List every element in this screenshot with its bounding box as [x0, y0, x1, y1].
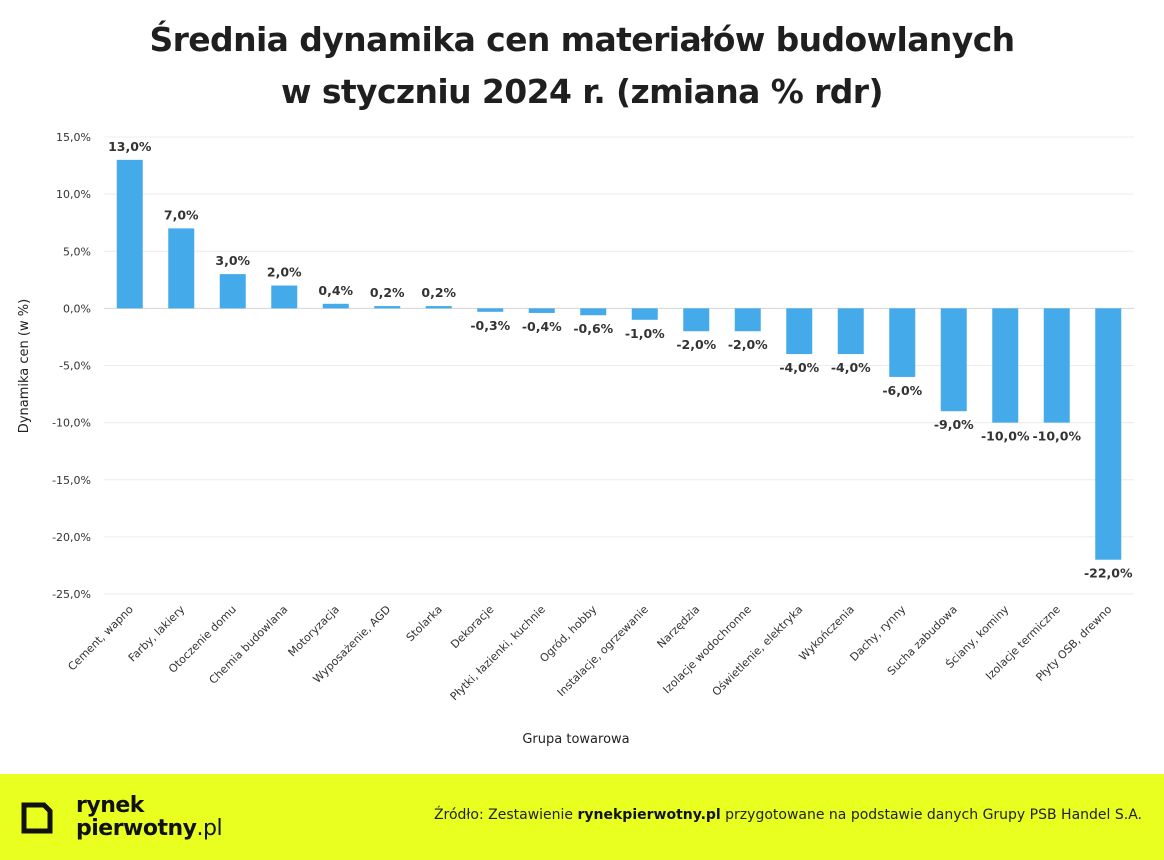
y-tick-label: 15,0%	[56, 131, 91, 144]
value-label: 0,2%	[370, 285, 405, 300]
x-tick-label: Instalacje, ogrzewanie	[555, 603, 651, 699]
footer-bar: rynek pierwotny.pl Źródło: Zestawienie r…	[0, 774, 1164, 860]
bar	[1043, 308, 1070, 423]
bar	[631, 308, 658, 320]
bar	[940, 308, 967, 412]
value-label: 0,4%	[318, 283, 353, 298]
x-tick-label: Dekoracje	[448, 603, 496, 651]
bar	[322, 303, 349, 309]
value-label: -22,0%	[1084, 566, 1133, 581]
bar	[477, 308, 504, 312]
value-label: -0,4%	[522, 319, 562, 334]
value-label: -2,0%	[676, 337, 716, 352]
bar	[580, 308, 607, 316]
x-tick-label: Motoryzacja	[286, 603, 342, 659]
value-label: 7,0%	[164, 207, 199, 222]
x-tick-label: Płytki, łazienki, kuchnie	[448, 603, 548, 703]
rynekpierwotny-logo-icon	[21, 802, 53, 834]
chart-title: Średnia dynamika cen materiałów budowlan…	[0, 14, 1164, 118]
x-tick-label: Cement, wapno	[65, 603, 136, 674]
x-tick-label: Narzędzia	[655, 603, 703, 651]
bar	[734, 308, 761, 332]
logo-line-2: pierwotny.pl	[76, 816, 223, 841]
chart-title-line-2: w styczniu 2024 r. (zmiana % rdr)	[281, 72, 884, 111]
bar	[889, 308, 916, 377]
x-tick-label: Izolacje wodochronne	[660, 603, 754, 697]
source-note: Źródło: Zestawienie rynekpierwotny.pl pr…	[434, 807, 1142, 823]
x-tick-label: Stolarka	[404, 603, 445, 644]
bar	[1095, 308, 1122, 560]
x-tick-label: Oświetlenie, elektryka	[710, 603, 806, 699]
y-tick-label: -25,0%	[52, 588, 91, 601]
value-label: -10,0%	[1032, 429, 1081, 444]
bar	[374, 306, 401, 309]
rynekpierwotny-logo: rynek pierwotny.pl	[76, 793, 223, 841]
value-label: -1,0%	[625, 326, 665, 341]
y-tick-label: 0,0%	[63, 302, 91, 315]
value-label: -9,0%	[934, 417, 974, 432]
bar	[425, 306, 452, 309]
value-label: 2,0%	[267, 265, 302, 280]
bar	[837, 308, 864, 355]
value-label: -6,0%	[882, 383, 922, 398]
logo-line-2-bold: pierwotny	[76, 816, 197, 841]
y-tick-label: -5,0%	[59, 360, 91, 373]
source-brand: rynekpierwotny.pl	[577, 807, 721, 823]
y-axis-ticks: 15,0% 10,0% 5,0% 0,0% -5,0% -10,0% -15,0% -20,0…	[52, 131, 91, 601]
bar	[786, 308, 813, 355]
y-tick-label: 5,0%	[63, 245, 91, 258]
bar	[219, 274, 246, 309]
logo-line-2-suffix: .pl	[196, 816, 223, 841]
y-axis-label: Dynamika cen (w %)	[17, 299, 32, 433]
value-label: -0,3%	[470, 318, 510, 333]
value-labels: 13,0%7,0%3,0%2,0%0,4% 0,2% 0,2%-0,3% -0,4% -…	[108, 139, 1133, 581]
bar	[683, 308, 710, 332]
y-tick-label: -15,0%	[52, 474, 91, 487]
x-axis-label: Grupa towarowa	[522, 732, 629, 747]
bar	[528, 308, 555, 313]
bar	[992, 308, 1019, 423]
chart-title-line-1: Średnia dynamika cen materiałów budowlan…	[149, 20, 1015, 59]
value-label: 13,0%	[108, 139, 152, 154]
bar	[116, 159, 143, 309]
y-tick-label: -20,0%	[52, 531, 91, 544]
bars	[116, 159, 1122, 560]
logo-line-1: rynek	[76, 793, 144, 818]
bar-chart: 15,0% 10,0% 5,0% 0,0% -5,0% -10,0% -15,0% -20,0…	[17, 131, 1134, 747]
y-tick-label: 10,0%	[56, 188, 91, 201]
value-label: -0,6%	[573, 321, 613, 336]
value-label: -10,0%	[981, 429, 1030, 444]
y-tick-label: -10,0%	[52, 417, 91, 430]
value-label: 0,2%	[421, 285, 456, 300]
gridlines	[104, 136, 1134, 595]
value-label: -4,0%	[779, 360, 819, 375]
value-label: -2,0%	[728, 337, 768, 352]
value-label: -4,0%	[831, 360, 871, 375]
bar	[168, 228, 195, 309]
source-suffix: przygotowane na podstawie danych Grupy P…	[720, 807, 1142, 823]
value-label: 3,0%	[215, 253, 250, 268]
source-prefix: Źródło: Zestawienie	[433, 807, 578, 823]
bar	[271, 285, 298, 309]
